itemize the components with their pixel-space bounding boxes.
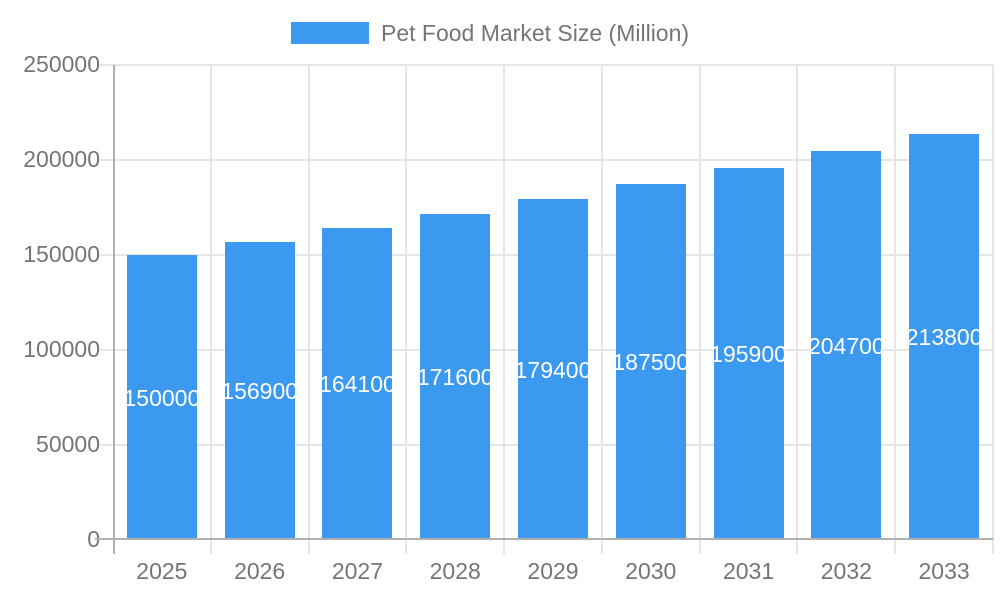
bar-2025[interactable] [126,255,197,538]
bar-value-label: 187500 [612,348,690,375]
x-gridline [796,65,799,540]
x-tick-label: 2031 [722,558,775,584]
x-tick [209,540,212,554]
y-tick [100,444,113,446]
x-tick-label: 2032 [820,558,872,584]
y-gridline [113,159,993,161]
y-tick-label: 50000 [36,431,100,457]
x-tick [307,540,310,554]
x-gridline [209,65,212,540]
x-gridline [992,65,994,540]
x-tick-label: 2028 [429,558,481,584]
bar-value-label: 156900 [221,377,299,404]
bar-value-label: 164100 [319,371,396,398]
y-tick-label: 150000 [23,241,100,267]
bar-2026[interactable] [224,241,295,538]
bar-2027[interactable] [322,228,393,538]
bar-value-label: 204700 [807,332,885,359]
x-tick [503,540,506,554]
x-tick-label: 2025 [136,558,188,584]
y-tick-label: 250000 [23,51,100,77]
y-axis-line [113,65,115,554]
y-tick-label: 0 [87,526,100,552]
x-tick [894,540,897,554]
x-gridline [307,65,310,540]
y-tick [100,159,113,161]
bar-2032[interactable] [811,151,882,538]
y-tick [100,64,113,66]
x-tick [698,540,701,554]
x-tick-label: 2027 [331,558,384,584]
bar-2028[interactable] [420,213,491,538]
legend-label: Pet Food Market Size (Million) [381,19,690,46]
x-gridline [600,65,603,540]
bar-2030[interactable] [615,183,686,538]
plot-area: 150000 156900 164100 171600 179400 187500 1959… [95,64,994,554]
x-tick-label: 2026 [234,558,286,584]
bar-value-label: 195900 [710,340,787,367]
x-tick-label: 2029 [527,558,579,584]
x-tick [405,540,408,554]
bar-2029[interactable] [518,199,588,538]
x-axis-line [95,538,993,540]
x-tick [600,540,603,554]
x-gridline [894,65,897,540]
x-gridline [503,65,506,540]
bar-value-label: 213800 [905,323,983,350]
x-gridline [405,65,408,540]
chart-legend: Pet Food Market Size (Million) [291,19,690,46]
y-gridline [113,64,993,66]
legend-swatch-icon [291,22,369,44]
x-tick-label: 2030 [625,558,677,584]
y-tick-label: 200000 [23,146,100,172]
y-tick [100,254,113,256]
x-tick [796,540,799,554]
y-tick [100,349,113,351]
x-tick-label: 2033 [918,558,970,584]
bar-value-label: 150000 [123,384,201,411]
bar-2031[interactable] [713,167,784,538]
bar-value-label: 171600 [416,363,494,390]
x-gridline [698,65,701,540]
bar-2033[interactable] [909,133,980,538]
x-tick [992,540,994,554]
bar-value-label: 179400 [514,356,592,383]
y-tick-label: 100000 [23,336,100,362]
